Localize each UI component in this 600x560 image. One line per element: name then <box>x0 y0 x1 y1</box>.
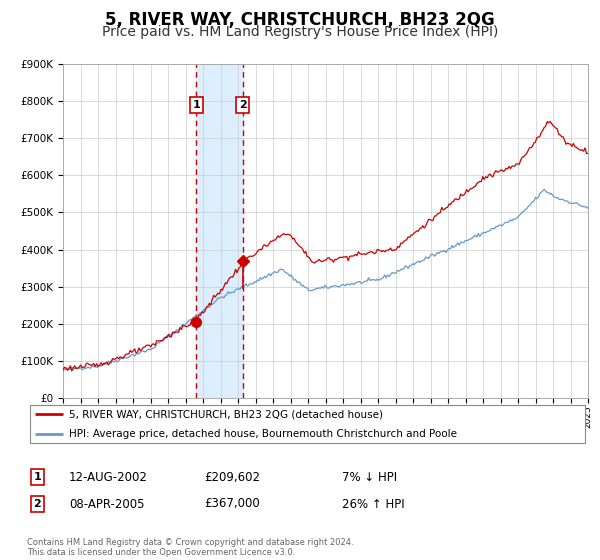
Text: 2: 2 <box>34 499 41 509</box>
Text: 1: 1 <box>193 100 200 110</box>
Text: Price paid vs. HM Land Registry's House Price Index (HPI): Price paid vs. HM Land Registry's House … <box>102 26 498 39</box>
FancyBboxPatch shape <box>30 405 585 443</box>
Text: £367,000: £367,000 <box>204 497 260 511</box>
Text: 5, RIVER WAY, CHRISTCHURCH, BH23 2QG: 5, RIVER WAY, CHRISTCHURCH, BH23 2QG <box>105 11 495 29</box>
Text: £209,602: £209,602 <box>204 470 260 484</box>
Text: 5, RIVER WAY, CHRISTCHURCH, BH23 2QG (detached house): 5, RIVER WAY, CHRISTCHURCH, BH23 2QG (de… <box>69 409 383 419</box>
Text: 2: 2 <box>239 100 247 110</box>
Text: 08-APR-2005: 08-APR-2005 <box>69 497 145 511</box>
Bar <box>196 64 243 398</box>
Text: 7% ↓ HPI: 7% ↓ HPI <box>342 470 397 484</box>
Text: 1: 1 <box>34 472 41 482</box>
Text: HPI: Average price, detached house, Bournemouth Christchurch and Poole: HPI: Average price, detached house, Bour… <box>69 430 457 439</box>
Text: 12-AUG-2002: 12-AUG-2002 <box>69 470 148 484</box>
Text: 26% ↑ HPI: 26% ↑ HPI <box>342 497 404 511</box>
Text: Contains HM Land Registry data © Crown copyright and database right 2024.
This d: Contains HM Land Registry data © Crown c… <box>27 538 353 557</box>
